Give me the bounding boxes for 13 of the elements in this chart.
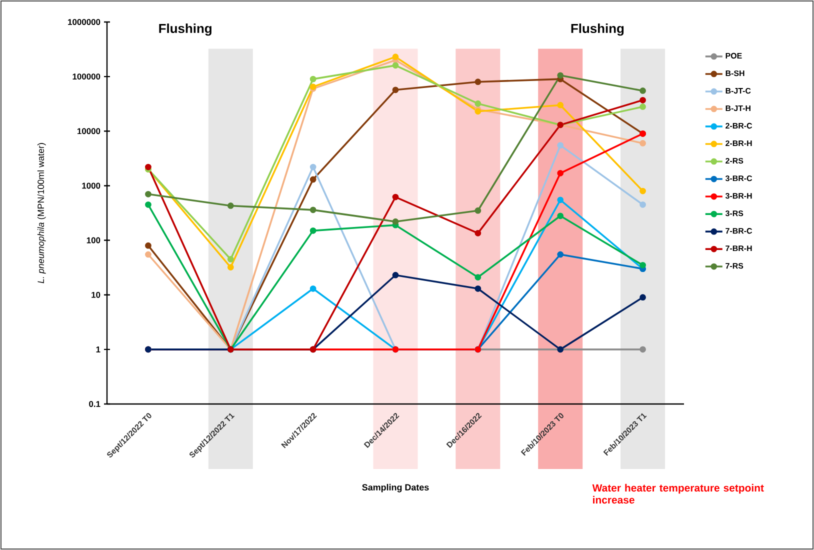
band-label: Flushing <box>159 24 212 36</box>
y-axis-title: L. pneumophila (MPN/100ml water) <box>37 143 46 284</box>
y-tick-label: 100 <box>86 237 100 244</box>
x-axis-title: Sampling Dates <box>362 484 429 492</box>
text: Water heater temperature setpoint increase <box>592 484 764 504</box>
y-tick-label: 1000 <box>82 182 100 189</box>
y-tick-label: 1 <box>96 346 100 352</box>
y-tick-label: 100000 <box>72 74 100 80</box>
y-tick-label: 1000000 <box>68 19 100 25</box>
y-tick-label: 10000 <box>77 128 100 134</box>
y-tick-label: 10 <box>92 292 100 298</box>
y-tick-label: 0.1 <box>89 401 100 407</box>
band-label: Flushing <box>571 24 624 36</box>
